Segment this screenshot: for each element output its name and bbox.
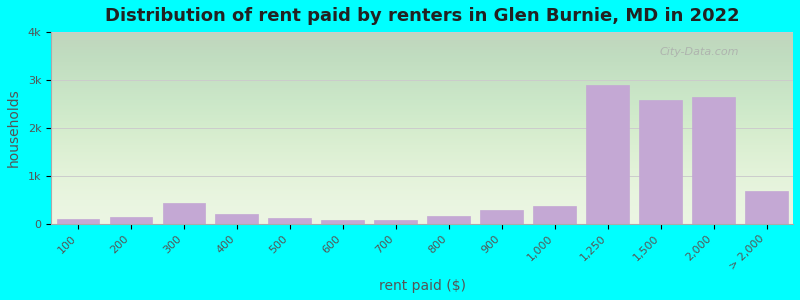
Bar	[746, 191, 788, 224]
Bar	[110, 217, 152, 224]
Text: City-Data.com: City-Data.com	[659, 47, 739, 57]
Bar	[534, 206, 576, 224]
Bar	[215, 214, 258, 224]
X-axis label: rent paid ($): rent paid ($)	[378, 279, 466, 293]
Bar	[427, 216, 470, 224]
Bar	[586, 85, 629, 224]
Bar	[57, 219, 99, 224]
Bar	[481, 209, 523, 224]
Bar	[269, 218, 311, 224]
Bar	[374, 220, 417, 224]
Bar	[322, 220, 364, 224]
Bar	[639, 100, 682, 224]
Y-axis label: households: households	[7, 88, 21, 167]
Bar	[692, 97, 734, 224]
Bar	[162, 203, 205, 224]
Title: Distribution of rent paid by renters in Glen Burnie, MD in 2022: Distribution of rent paid by renters in …	[105, 7, 739, 25]
